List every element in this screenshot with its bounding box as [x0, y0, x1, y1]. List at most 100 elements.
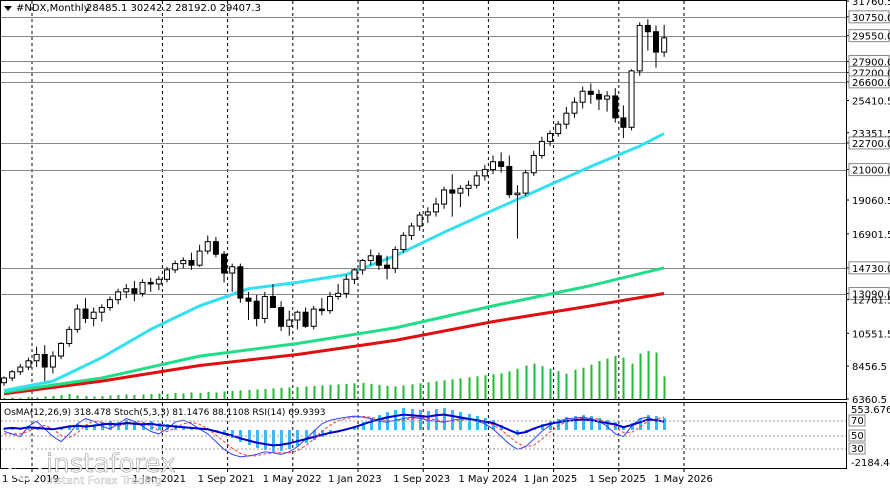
candle-body [41, 353, 48, 368]
candle-body [164, 269, 170, 280]
time-tick-label: 1 Jan 2021 [132, 474, 186, 485]
candle-body [416, 214, 423, 227]
candle-body [123, 288, 130, 293]
candle-body [180, 259, 187, 265]
candle-body [155, 278, 162, 285]
price-level-box [848, 10, 890, 24]
price-tick-label: 14730.0 [852, 264, 890, 275]
price-level-box [848, 163, 890, 177]
candle-body [375, 255, 382, 266]
price-axis: 31760.5 30750.0 29550.0 27900.027200.026600… [846, 0, 890, 406]
dropdown-triangle-icon[interactable] [4, 6, 12, 11]
candle-body [441, 189, 448, 205]
candle-body [17, 366, 24, 373]
candle-body [408, 225, 415, 236]
candle-body [457, 187, 464, 194]
candle-body [424, 211, 431, 216]
candle-body [604, 95, 611, 100]
candle-body [343, 278, 350, 294]
candle-body [432, 203, 439, 213]
level-layer [1, 17, 846, 295]
price-tick-label: 23351.5 [852, 129, 890, 140]
candle-body [310, 308, 317, 327]
candle-body [245, 297, 252, 302]
candle-body [115, 291, 122, 301]
candle-body [587, 90, 594, 95]
candle-body [66, 328, 73, 345]
chart-ohlc-label: 28485.1 30242.2 28192.0 29407.3 [86, 3, 261, 14]
candle-body [33, 353, 40, 362]
price-level-box [848, 261, 890, 275]
price-tick-label: 27200.0 [852, 68, 890, 79]
price-tick-label: 27900.0 [852, 57, 890, 68]
candles [1, 19, 668, 386]
price-tick-label: 6360.5 [852, 395, 887, 406]
candle-body [278, 306, 285, 327]
candle-body [1, 377, 7, 384]
candle-body [58, 343, 65, 357]
ma-mid-line [3, 266, 665, 394]
candle-body [253, 300, 260, 319]
candle-body [139, 281, 146, 294]
time-tick-label: 1 Sep 2025 [589, 474, 646, 485]
candle-body [595, 93, 602, 100]
price-tick-label: 16901.5 [852, 230, 890, 241]
indicator-level-box [848, 442, 866, 455]
candle-body [9, 371, 16, 379]
price-level-box [848, 75, 890, 89]
candle-body [612, 95, 619, 119]
candle-body [172, 263, 179, 271]
price-tick-label: 8456.5 [852, 362, 887, 373]
candle-body [530, 154, 537, 174]
price-tick-label: 21000.0 [852, 166, 890, 177]
indicator-level-box [848, 429, 866, 442]
price-tick-label: 30750.0 [852, 13, 890, 24]
candle-body [286, 319, 293, 327]
price-level-box [848, 29, 890, 43]
candle-body [49, 355, 56, 368]
time-tick-label: 1 Sep 2021 [198, 474, 255, 485]
candle-body [98, 306, 105, 313]
chart-header: #NDX,Monthly 28485.1 30242.2 28192.0 294… [4, 3, 261, 14]
indicator-scale-label: 50 [851, 431, 864, 442]
price-tick-label: 29550.0 [852, 32, 890, 43]
candle-body [82, 308, 89, 319]
price-tick-label: 31760.5 [852, 0, 890, 8]
osma-header-label: OsMA(12,26,9) 318.478 Stoch(5,3,3) 81.14… [4, 408, 326, 418]
price-tick-label: 26600.0 [852, 78, 890, 89]
candle-body [555, 123, 562, 135]
candle-body [449, 189, 456, 194]
time-tick-label: 1 May 2024 [458, 474, 517, 485]
candle-body [481, 169, 488, 177]
candle-body [490, 161, 496, 171]
instaforex-logo-icon [7, 445, 43, 481]
candle-body [400, 234, 407, 251]
candle-body [538, 140, 545, 156]
price-tick-label: 13090.0 [852, 290, 890, 301]
chart-symbol-label: #NDX,Monthly [16, 3, 90, 14]
candle-body [196, 250, 203, 266]
candle-body [294, 311, 301, 321]
indicator-scale-label: 30 [851, 444, 864, 455]
candle-body [131, 288, 138, 294]
candle-body [473, 175, 480, 186]
time-tick-label: 1 May 2026 [654, 474, 713, 485]
candle-body [74, 308, 81, 330]
price-tick-label: 12701.5 [852, 296, 890, 307]
time-tick-label: 1 Sep 2023 [393, 474, 450, 485]
candle-body [188, 259, 195, 266]
candle-body [563, 112, 570, 125]
time-tick-label: 1 Jan 2023 [328, 474, 382, 485]
candle-body [514, 192, 521, 196]
candle-body [644, 24, 651, 33]
price-tick-label: 22700.0 [852, 139, 890, 150]
candle-body [335, 292, 342, 298]
candle-body [269, 296, 276, 308]
indicator-level-box [848, 414, 866, 427]
candle-body [327, 296, 333, 312]
candle-body [302, 311, 309, 327]
